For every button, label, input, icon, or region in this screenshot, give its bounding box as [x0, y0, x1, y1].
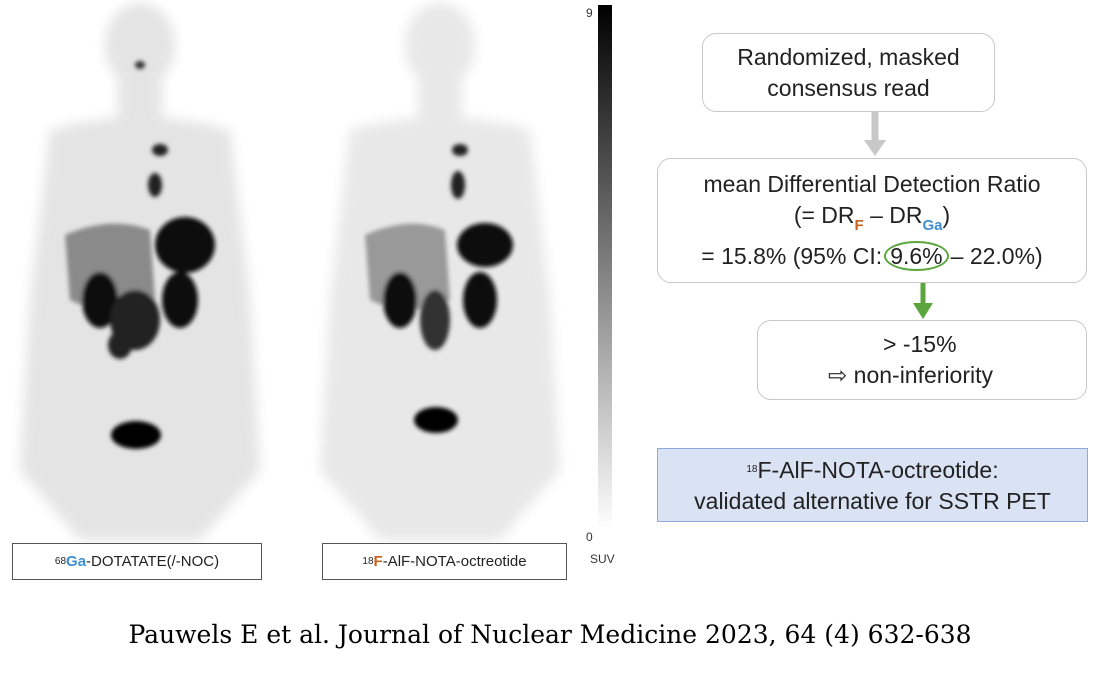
mass-number: 18: [746, 463, 758, 475]
step-text: Randomized, masked: [737, 43, 960, 70]
formula-part: – DR: [870, 202, 923, 228]
conclusion-text: validated alternative for SSTR PET: [694, 487, 1051, 514]
step-box: Randomized, masked consensus read: [702, 33, 995, 112]
result-part: – 22.0%): [950, 243, 1043, 269]
image-label: 18 F -AlF-NOTA-octreotide: [322, 543, 567, 580]
step-box: > -15% ⇨ non-inferiority: [757, 320, 1087, 400]
formula: (= DRF – DRGa): [794, 200, 950, 241]
colorbar-min: 0: [586, 530, 593, 544]
mass-number: 68: [54, 556, 67, 567]
step-text: consensus read: [767, 74, 930, 101]
result-part: = 15.8% (95% CI:: [701, 243, 883, 269]
conclusion-text: F-AlF-NOTA-octreotide:: [757, 456, 999, 483]
pet-images: [20, 3, 612, 540]
circled-value: 9.6%: [884, 241, 949, 271]
isotope: Ga: [66, 553, 87, 570]
conclusion-box: 18F-AlF-NOTA-octreotide: validated alter…: [657, 448, 1088, 522]
colorbar-max: 9: [586, 6, 593, 20]
pet-body-f: [320, 3, 560, 540]
step-text: mean Differential Detection Ratio: [703, 171, 1041, 197]
formula-part: (= DR: [793, 202, 855, 228]
subscript: Ga: [922, 217, 943, 234]
compound: -DOTATATE(/-NOC): [86, 553, 220, 570]
compound: -AlF-NOTA-octreotide: [382, 553, 527, 570]
colorbar: [598, 5, 612, 530]
step-text: > -15%: [883, 331, 957, 357]
step-text: ⇨ non-inferiority: [828, 362, 993, 388]
mass-number: 18: [362, 556, 374, 567]
subscript: F: [854, 217, 864, 234]
formula-part: ): [942, 202, 951, 228]
citation: Pauwels E et al. Journal of Nuclear Medi…: [128, 620, 972, 649]
result: = 15.8% (95% CI: 9.6% – 22.0%): [701, 241, 1043, 272]
image-label: 68 Ga -DOTATATE(/-NOC): [12, 543, 262, 580]
pet-body-ga: [20, 3, 260, 540]
colorbar-unit: SUV: [590, 552, 615, 566]
step-box: mean Differential Detection Ratio (= DRF…: [657, 158, 1087, 283]
isotope: F: [373, 553, 383, 570]
